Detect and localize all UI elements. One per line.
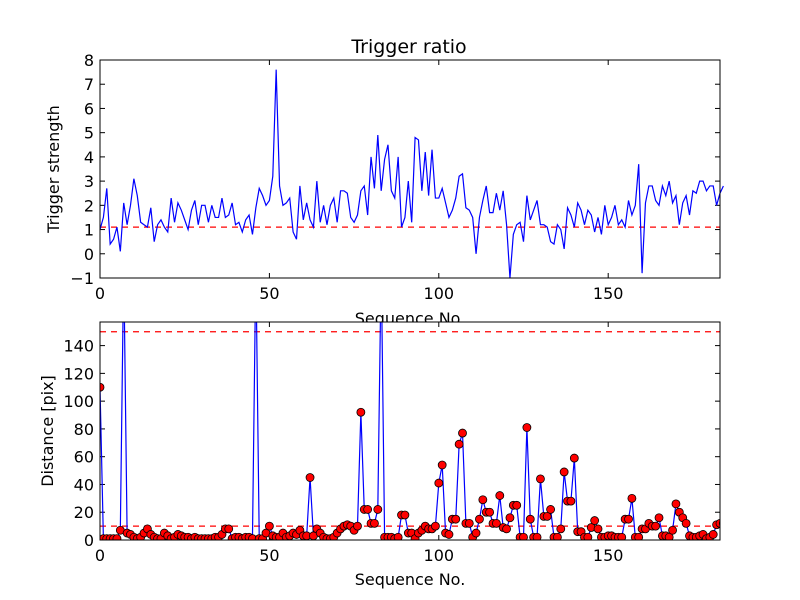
bottom-data-point xyxy=(363,505,373,514)
top-y-tick-label: 1 xyxy=(84,221,94,240)
bottom-data-point xyxy=(664,532,674,540)
bottom-data-point xyxy=(495,491,505,500)
bottom-data-point xyxy=(353,521,362,531)
top-plot-frame xyxy=(99,59,721,279)
bottom-y-tick-label: 0 xyxy=(84,531,94,550)
bottom-data-point xyxy=(556,524,566,534)
bottom-data-point xyxy=(522,423,532,432)
bottom-data-point xyxy=(400,510,410,520)
top-x-tick-label: 50 xyxy=(259,284,279,303)
bottom-data-point xyxy=(100,382,105,392)
bottom-data-point xyxy=(532,532,542,540)
bottom-data-point xyxy=(451,514,461,524)
bottom-data-point xyxy=(566,496,576,506)
bottom-axis-ticks: 0 50 100 150 0 20 40 60 80 100 120 140 xyxy=(63,322,720,565)
bottom-data-point xyxy=(552,532,562,540)
top-y-tick-label: 5 xyxy=(84,124,94,143)
bottom-plot-frame xyxy=(99,321,721,541)
bottom-y-tick-label: 60 xyxy=(74,448,94,467)
bottom-data-point xyxy=(224,524,234,534)
bottom-data-point xyxy=(373,505,383,514)
bottom-x-axis-label: Sequence No. xyxy=(355,570,466,589)
bottom-data-point xyxy=(264,521,274,531)
bottom-data-point xyxy=(590,516,600,525)
bottom-data-point xyxy=(593,524,603,534)
bottom-data-point xyxy=(491,518,501,528)
bottom-data-point xyxy=(671,499,681,509)
bottom-data-point xyxy=(546,505,556,514)
top-x-tick-label: 150 xyxy=(593,284,624,303)
top-y-tick-label: 2 xyxy=(84,196,94,215)
bottom-y-tick-label: 140 xyxy=(63,337,94,356)
bottom-data-point xyxy=(305,473,315,482)
bottom-x-tick-label: 0 xyxy=(95,546,105,565)
bottom-y-tick-label: 20 xyxy=(74,503,94,522)
bottom-data-point xyxy=(542,511,552,521)
bottom-data-point xyxy=(627,493,637,503)
bottom-data-point xyxy=(654,513,664,523)
bottom-data-point xyxy=(559,467,569,477)
bottom-y-tick-label: 80 xyxy=(74,420,94,439)
bottom-data-point xyxy=(668,525,677,535)
top-x-tick-label: 0 xyxy=(95,284,105,303)
bottom-data-point xyxy=(505,513,515,523)
bottom-data-point xyxy=(475,514,484,524)
bottom-data-point xyxy=(525,514,535,524)
bottom-y-axis-label: Distance [pix] xyxy=(38,375,57,487)
bottom-data-point xyxy=(624,514,633,524)
bottom-y-tick-label: 120 xyxy=(63,364,94,383)
bottom-data-point xyxy=(485,507,495,517)
top-y-tick-label: 3 xyxy=(84,172,94,191)
bottom-data-point xyxy=(434,478,444,488)
top-plot-area xyxy=(100,60,720,278)
top-y-tick-label: 0 xyxy=(84,245,94,264)
bottom-data-point xyxy=(519,532,528,540)
bottom-x-tick-label: 100 xyxy=(424,546,455,565)
bottom-data-point xyxy=(617,532,627,540)
bottom-data-point xyxy=(718,520,720,527)
bottom-y-tick-label: 40 xyxy=(74,475,94,494)
bottom-data-point xyxy=(454,439,464,449)
bottom-data-point xyxy=(715,518,720,528)
bottom-data-point xyxy=(356,407,366,417)
top-chart-title: Trigger ratio xyxy=(350,36,466,58)
bottom-x-tick-label: 50 xyxy=(259,546,279,565)
bottom-data-point xyxy=(370,518,379,528)
bottom-data-point xyxy=(569,453,579,463)
bottom-data-point xyxy=(536,474,545,484)
bottom-data-point xyxy=(708,530,718,539)
bottom-subplot: 0 50 100 150 0 20 40 60 80 100 120 140 Sequence No.… xyxy=(38,321,721,589)
top-y-tick-label: 4 xyxy=(84,148,94,167)
bottom-data-point xyxy=(681,518,691,528)
bottom-data-point xyxy=(471,528,481,538)
top-y-tick-label: 8 xyxy=(84,51,94,70)
bottom-data-point xyxy=(583,532,593,540)
bottom-data-point xyxy=(444,530,454,539)
bottom-plot-area xyxy=(100,322,720,540)
bottom-data-point xyxy=(634,532,644,540)
bottom-y-tick-label: 100 xyxy=(63,392,94,411)
bottom-x-tick-label: 150 xyxy=(593,546,624,565)
bottom-data-point xyxy=(464,518,474,528)
top-y-tick-label: −1 xyxy=(70,269,94,288)
bottom-data-point xyxy=(393,532,403,540)
bottom-data-point xyxy=(478,495,488,505)
top-y-tick-label: 7 xyxy=(84,75,94,94)
top-x-tick-label: 100 xyxy=(424,284,455,303)
bottom-data-point xyxy=(651,521,661,531)
bottom-data-point xyxy=(437,460,447,470)
top-y-axis-label: Trigger strength xyxy=(44,105,63,234)
bottom-data-point xyxy=(458,428,467,438)
top-series-line xyxy=(99,69,724,279)
bottom-series-markers xyxy=(100,382,720,540)
bottom-data-point xyxy=(502,524,511,534)
bottom-data-point xyxy=(431,521,440,531)
bottom-data-point xyxy=(112,534,122,540)
bottom-data-point xyxy=(512,500,522,510)
top-y-tick-label: 6 xyxy=(84,99,94,118)
bottom-plot-clip xyxy=(100,322,720,540)
